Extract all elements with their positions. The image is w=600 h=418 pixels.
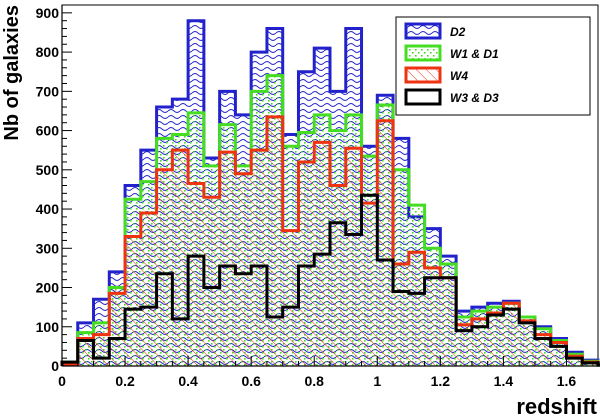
x-tick-label: 1.6 (557, 373, 577, 389)
bar (393, 263, 409, 366)
series-outline (60, 74, 600, 366)
x-tick-label: 0.4 (178, 373, 198, 389)
legend-swatch (404, 22, 442, 40)
legend-entry-w4: W4 (404, 66, 468, 84)
y-tick-label: 600 (36, 123, 60, 139)
bar (172, 150, 189, 366)
x-tick-label: 0 (58, 373, 66, 389)
bar (330, 185, 346, 366)
bar (456, 324, 472, 366)
x-tick-label: 1 (373, 373, 381, 389)
y-tick-label: 300 (36, 240, 60, 256)
axes-layer: 0 0.2 0.4 0.6 0.8 1 1.2 1.4 1.6 0 100 200 300 400 500 6… (36, 4, 599, 389)
legend-entry-w3-d3: W3 & D3 (404, 88, 499, 106)
bar (282, 230, 299, 366)
legend: D2 W1 & D1 W4 W3 & D3 (395, 16, 591, 116)
y-tick-label: 200 (36, 280, 60, 296)
x-tick-label: 1.2 (431, 373, 451, 389)
bar (251, 150, 267, 366)
legend-swatch (404, 44, 442, 62)
y-tick-label: 500 (36, 162, 60, 178)
y-tick-label: 100 (36, 319, 60, 335)
bar (345, 148, 362, 366)
bar (156, 169, 173, 366)
x-tick-label: 0.6 (241, 373, 261, 389)
y-tick-label: 900 (36, 5, 60, 21)
legend-label: W4 (450, 69, 468, 83)
y-tick-label: 800 (36, 44, 60, 60)
bar (140, 212, 157, 366)
bar (77, 338, 94, 366)
bar (235, 173, 252, 366)
bar (471, 318, 488, 366)
bar (266, 116, 283, 367)
bar (377, 120, 394, 366)
legend-label: D2 (450, 25, 466, 39)
legend-entry-d2: D2 (404, 22, 466, 40)
legend-swatch (404, 88, 442, 106)
bar (519, 320, 535, 366)
x-tick-label: 0.2 (115, 373, 135, 389)
legend-swatch (404, 66, 442, 84)
bar (361, 203, 378, 366)
bar (566, 356, 583, 366)
bar (534, 334, 551, 366)
bar (487, 313, 504, 366)
y-tick-label: 400 (36, 201, 60, 217)
series-layer (60, 19, 600, 367)
bar (109, 293, 126, 366)
series-outline (60, 115, 600, 367)
bar (503, 303, 520, 366)
y-tick-label: 0 (51, 358, 59, 374)
bar (440, 277, 457, 366)
bar (408, 252, 425, 366)
legend-label: W1 & D1 (450, 47, 499, 61)
bar (424, 267, 441, 366)
bar (219, 152, 236, 366)
series-w4 (60, 115, 600, 367)
bar (93, 334, 110, 366)
bar (203, 197, 220, 366)
x-tick-label: 0.8 (305, 373, 325, 389)
y-tick-label: 700 (36, 83, 60, 99)
legend-label: W3 & D3 (450, 91, 499, 105)
bar (298, 161, 315, 366)
bar (125, 236, 141, 366)
y-axis-title: Nb of galaxies (1, 5, 23, 141)
bar (188, 183, 204, 366)
series-outline (60, 193, 600, 367)
x-axis-title: redshift (516, 394, 597, 418)
legend-entry-w1-d1: W1 & D1 (404, 44, 499, 62)
bar (550, 342, 567, 366)
x-tick-label: 1.4 (494, 373, 514, 389)
series-w3-d3 (60, 193, 600, 367)
